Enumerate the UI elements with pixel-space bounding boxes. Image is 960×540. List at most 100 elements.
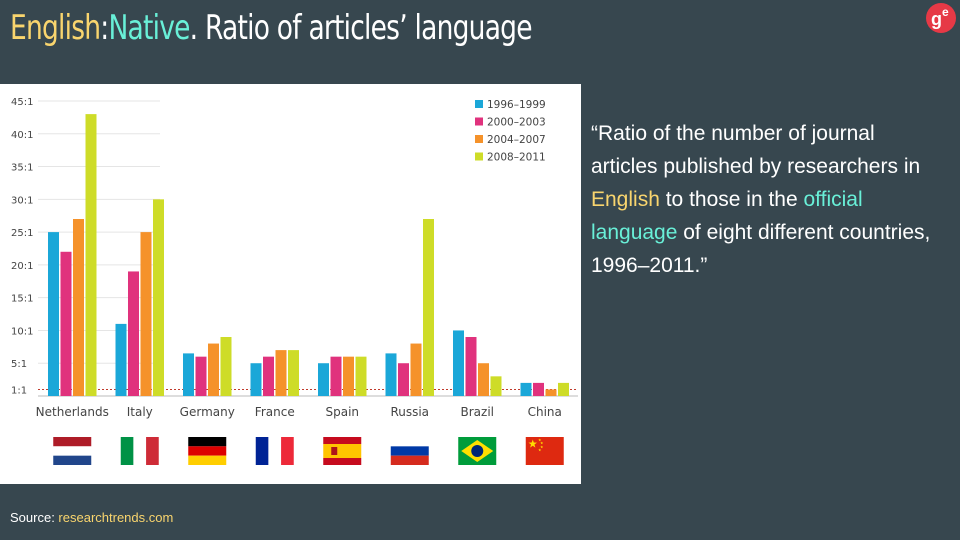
brazil-flag-icon: [458, 437, 497, 465]
source-link[interactable]: researchtrends.com: [58, 510, 174, 525]
logo-letter-g: g: [931, 9, 942, 29]
flag-part: [390, 437, 429, 447]
legend-label-2008-2011: 2008–2011: [487, 152, 546, 164]
bar-netherlands-2008-2011: [85, 114, 97, 396]
flag-part: [188, 446, 227, 456]
x-tick-label-russia: Russia: [390, 405, 429, 419]
bar-italy-2000-2003: [128, 271, 139, 396]
bar-italy-1996-1999: [115, 323, 127, 396]
bar-netherlands-2000-2003: [60, 251, 72, 396]
bar-russia-2000-2003: [398, 363, 409, 396]
flag-part: [53, 446, 92, 456]
x-tick-label-france: France: [255, 405, 295, 419]
bar-russia-1996-1999: [385, 353, 397, 396]
y-tick-label: 35:1: [11, 163, 33, 174]
flag-part: [323, 437, 362, 444]
flag-part: [538, 438, 542, 442]
legend-label-1996-1999: 1996–1999: [487, 99, 546, 111]
bar-russia-2008-2011: [423, 219, 434, 396]
y-tick-label: 45:1: [11, 97, 33, 108]
china-flag-icon: [525, 437, 564, 465]
flag-part: [188, 455, 227, 465]
y-tick-label: 1:1: [11, 385, 27, 396]
y-tick-label: 40:1: [11, 130, 33, 141]
source-label: Source:: [10, 510, 59, 525]
y-tick-label: 5:1: [11, 359, 27, 370]
flag-part: [268, 437, 282, 465]
legend-swatch-2000-2003: [475, 117, 483, 126]
legend-swatch-2004-2007: [475, 135, 483, 143]
x-tick-label-spain: Spain: [325, 405, 359, 419]
legend-label-2000-2003: 2000–2003: [487, 117, 546, 129]
flag-part: [120, 437, 134, 465]
quote-text: “Ratio of the number of journal articles…: [591, 117, 941, 282]
bar-germany-2000-2003: [195, 356, 207, 396]
bar-brazil-1996-1999: [453, 330, 464, 396]
flag-part: [331, 447, 338, 455]
legend-swatch-2008-2011: [475, 152, 483, 161]
chart-panel: 1:1 5:1 10:1 15:1 20:1 25:1 30:1 35:1 40:1 45:1 Ne…: [0, 84, 581, 484]
bar-france-2000-2003: [263, 356, 274, 396]
title-rest: . Ratio of articles’ language: [189, 8, 533, 48]
bar-france-1996-1999: [250, 363, 262, 396]
page-title: English:Native. Ratio of articles’ langu…: [10, 8, 533, 48]
quote-part-2: to those in the: [659, 188, 804, 211]
title-english: English: [10, 8, 101, 48]
italy-flag-icon: [120, 437, 159, 465]
netherlands-flag-icon: [53, 437, 92, 465]
title-colon: :: [100, 8, 109, 48]
bar-italy-2004-2007: [140, 232, 152, 396]
bar-germany-2008-2011: [220, 337, 232, 396]
flag-part: [281, 437, 294, 465]
bar-germany-1996-1999: [183, 353, 194, 396]
bar-russia-2004-2007: [410, 343, 422, 396]
x-tick-label-brazil: Brazil: [461, 405, 495, 419]
bar-netherlands-2004-2007: [73, 219, 84, 396]
x-tick-label-germany: Germany: [180, 405, 235, 419]
bar-china-2008-2011: [558, 382, 569, 396]
source-line: Source: researchtrends.com: [10, 510, 173, 525]
flag-part: [133, 437, 147, 465]
flag-part: [323, 444, 362, 458]
quote-highlight-english: English: [591, 188, 660, 211]
bar-germany-2004-2007: [208, 343, 219, 396]
quote-part-3: of eight different countries, 1996–2011.…: [591, 221, 931, 277]
quote-highlight-official: official language: [591, 188, 863, 244]
title-native: Native: [108, 8, 190, 48]
x-tick-label-china: China: [528, 405, 562, 419]
y-tick-label: 20:1: [11, 261, 33, 272]
x-tick-label-netherlands: Netherlands: [36, 405, 109, 419]
flag-part: [525, 437, 564, 465]
flag-part: [390, 446, 429, 456]
bar-china-2000-2003: [533, 382, 544, 396]
bar-brazil-2004-2007: [478, 363, 489, 396]
y-tick-label: 10:1: [11, 326, 33, 337]
flag-part: [255, 437, 269, 465]
flag-part: [146, 437, 159, 465]
spain-flag-icon: [323, 437, 362, 465]
legend-swatch-1996-1999: [475, 100, 483, 108]
flag-part: [53, 455, 92, 465]
bar-italy-2008-2011: [153, 199, 164, 396]
bar-spain-2004-2007: [343, 356, 354, 396]
y-tick-label: 30:1: [11, 195, 33, 206]
germany-flag-icon: [188, 437, 227, 465]
flag-part: [53, 437, 92, 447]
x-tick-label-italy: Italy: [127, 405, 153, 419]
bar-france-2004-2007: [275, 350, 287, 396]
ge-logo-icon: g e: [926, 3, 956, 33]
bar-france-2008-2011: [288, 350, 299, 396]
flag-part: [471, 445, 484, 457]
bar-china-1996-1999: [520, 382, 532, 396]
y-tick-label: 25:1: [11, 228, 33, 239]
flag-part: [188, 437, 227, 447]
flag-part: [323, 458, 362, 465]
legend-label-2004-2007: 2004–2007: [487, 134, 546, 146]
flag-part: [540, 441, 544, 445]
bar-spain-2000-2003: [330, 356, 342, 396]
bar-chart: 1:1 5:1 10:1 15:1 20:1 25:1 30:1 35:1 40:1 45:1 Ne…: [11, 97, 578, 465]
flag-part: [528, 439, 538, 448]
bar-netherlands-1996-1999: [48, 232, 59, 396]
flag-part: [540, 445, 544, 449]
bar-spain-1996-1999: [318, 363, 329, 396]
